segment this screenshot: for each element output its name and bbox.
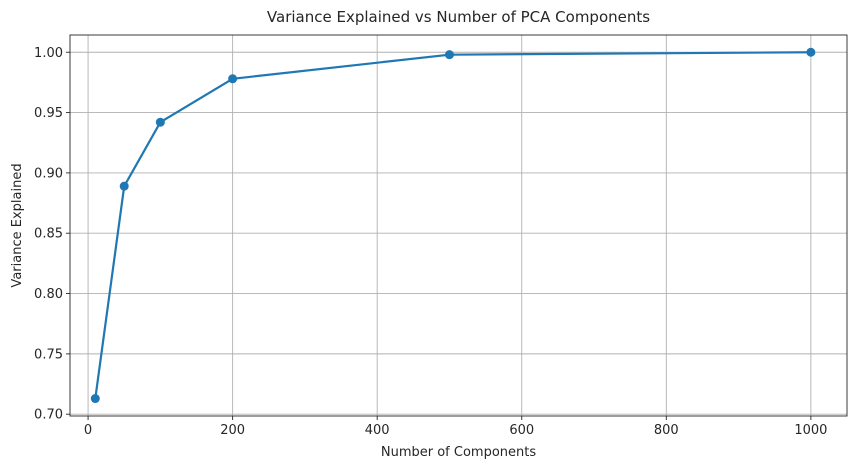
x-tick-label: 200 <box>220 423 245 438</box>
y-tick-label: 0.85 <box>34 227 63 242</box>
x-tick-label: 400 <box>365 423 390 438</box>
plot-frame <box>69 34 848 417</box>
y-tick-label: 0.80 <box>34 287 63 302</box>
grid <box>70 35 847 416</box>
y-axis-ticks: 0.70 0.75 0.80 0.85 0.90 0.95 1.00 <box>34 46 70 423</box>
y-tick-label: 0.70 <box>34 408 63 423</box>
x-axis-ticks: 0 200 400 600 800 1000 <box>84 416 827 438</box>
chart-title: Variance Explained vs Number of PCA Comp… <box>267 8 650 26</box>
y-tick-label: 0.95 <box>34 106 63 121</box>
data-point <box>806 47 816 57</box>
series-layer <box>90 47 816 404</box>
y-tick-label: 1.00 <box>34 46 63 61</box>
series-line <box>94 51 811 399</box>
data-point <box>90 394 100 404</box>
x-tick-label: 800 <box>654 423 679 438</box>
y-axis-label: Variance Explained <box>10 163 25 287</box>
data-point <box>228 74 238 84</box>
x-axis-label: Number of Components <box>381 445 536 460</box>
data-point <box>155 117 165 127</box>
y-tick-label: 0.90 <box>34 166 63 181</box>
x-tick-label: 1000 <box>794 423 827 438</box>
y-tick-label: 0.75 <box>34 347 63 362</box>
data-point <box>444 50 454 60</box>
x-tick-label: 600 <box>509 423 534 438</box>
x-tick-label: 0 <box>84 423 92 438</box>
data-point <box>119 181 129 191</box>
